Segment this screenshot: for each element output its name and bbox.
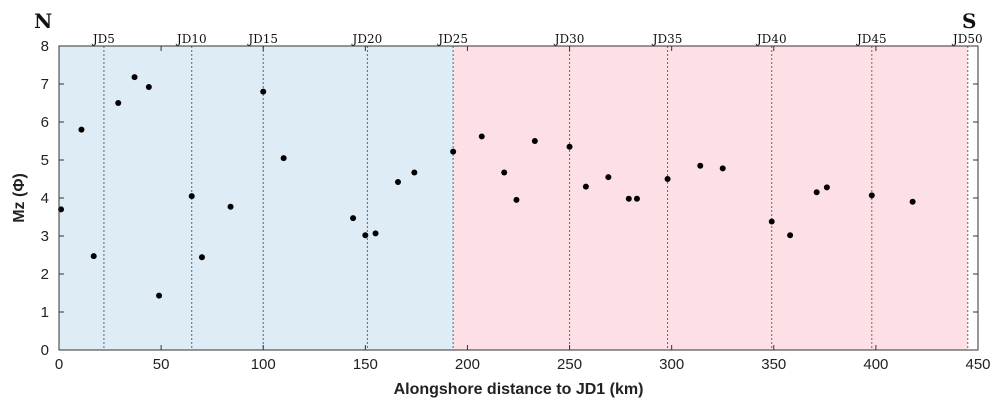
data-point-21: [513, 196, 520, 203]
data-point-3: [90, 253, 97, 260]
y-tick-label: 1: [41, 304, 49, 321]
data-point-2: [78, 126, 85, 133]
y-tick-label: 0: [41, 342, 49, 359]
x-tick-label: 100: [251, 356, 276, 373]
data-point-6: [145, 84, 152, 91]
data-point-34: [823, 184, 830, 191]
station-label-jd35: JD35: [651, 32, 683, 46]
data-point-33: [813, 189, 820, 196]
region-north: [59, 46, 454, 350]
data-point-14: [362, 232, 369, 239]
data-point-32: [787, 232, 794, 239]
station-label-jd15: JD15: [246, 32, 278, 46]
shaded-regions: [59, 46, 968, 350]
data-point-9: [198, 254, 205, 261]
y-axis-title: Mz (Φ): [11, 173, 28, 223]
x-tick-label: 350: [761, 356, 786, 373]
data-point-30: [719, 165, 726, 172]
data-point-1: [58, 206, 65, 213]
axis-ticks: 0 50 100 150 200 250 300 350 400 450 0 1 2 3 4 5 6 7 8: [41, 38, 991, 373]
data-points: [58, 74, 916, 299]
data-point-17: [411, 169, 418, 176]
x-tick-label: 200: [455, 356, 480, 373]
data-point-10: [227, 203, 234, 210]
x-tick-label: 150: [353, 356, 378, 373]
data-point-11: [260, 88, 267, 95]
y-tick-label: 5: [41, 152, 49, 169]
station-lines: JD5 JD10 JD15 JD20 JD25 JD30 JD35 JD40 JD45 JD50: [91, 32, 983, 350]
station-label-jd40: JD40: [755, 32, 787, 46]
data-point-7: [156, 292, 163, 299]
south-label: S: [962, 9, 976, 33]
station-label-jd25: JD25: [436, 32, 468, 46]
y-tick-label: 7: [41, 76, 49, 93]
data-point-35: [868, 192, 875, 199]
station-label-jd50: JD50: [951, 32, 983, 46]
data-point-5: [131, 74, 138, 81]
data-point-12: [280, 155, 287, 162]
data-point-28: [664, 176, 671, 182]
data-point-16: [395, 179, 402, 186]
station-label-jd5: JD5: [91, 32, 115, 46]
north-label: N: [34, 9, 52, 33]
data-point-19: [478, 133, 485, 140]
data-point-24: [582, 183, 589, 190]
station-label-jd30: JD30: [553, 32, 585, 46]
data-point-25: [605, 174, 612, 181]
data-point-4: [115, 100, 122, 106]
x-tick-label: 300: [659, 356, 684, 373]
x-tick-label: 400: [863, 356, 888, 373]
data-point-31: [768, 218, 775, 225]
data-point-29: [697, 162, 704, 169]
x-axis-title: Alongshore distance to JD1 (km): [394, 381, 644, 398]
data-point-15: [372, 230, 379, 237]
station-label-jd20: JD20: [351, 32, 383, 46]
data-point-20: [501, 169, 508, 176]
x-tick-label: 0: [55, 356, 63, 373]
y-tick-label: 3: [41, 228, 49, 245]
data-point-27: [633, 195, 640, 202]
y-tick-label: 6: [41, 114, 49, 131]
data-point-18: [450, 148, 457, 155]
station-label-jd10: JD10: [175, 32, 207, 46]
x-tick-label: 250: [557, 356, 582, 373]
region-south: [453, 46, 968, 350]
data-point-22: [531, 138, 538, 144]
data-point-36: [909, 198, 916, 205]
data-point-23: [566, 143, 573, 150]
data-point-8: [188, 193, 195, 200]
y-tick-label: 4: [41, 190, 49, 207]
x-tick-label: 50: [153, 356, 170, 373]
x-tick-label: 450: [965, 356, 990, 373]
data-point-26: [625, 195, 632, 202]
y-tick-label: 8: [41, 38, 49, 55]
data-point-13: [350, 215, 357, 222]
station-label-jd45: JD45: [855, 32, 887, 46]
y-tick-label: 2: [41, 266, 49, 283]
